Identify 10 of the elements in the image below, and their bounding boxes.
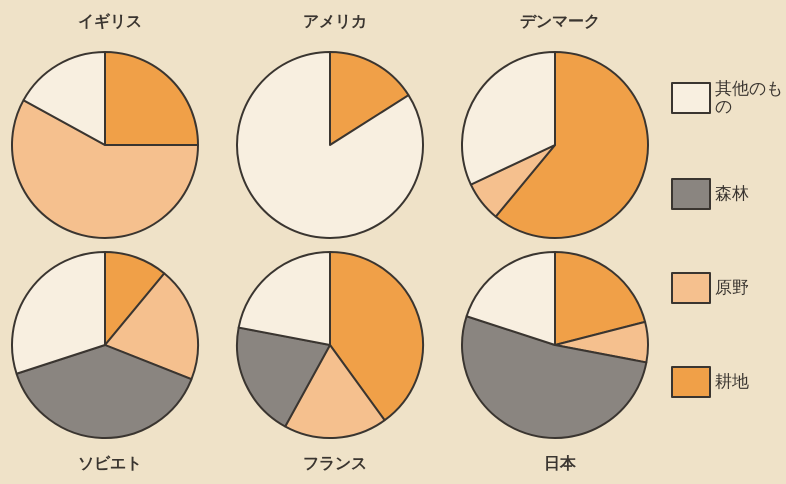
- slice-label: イギリス: [78, 12, 142, 30]
- legend-label: 森林: [715, 184, 749, 204]
- legend-label: 其他のもの: [715, 79, 783, 117]
- slice-label: アメリカ: [303, 12, 367, 30]
- slice-label: フランス: [303, 454, 367, 472]
- slice-label: 日本: [544, 454, 577, 472]
- legend-label: 原野: [715, 278, 749, 298]
- legend-label: 耕地: [715, 372, 749, 392]
- slice-label: ソビエト: [78, 454, 142, 472]
- slice-label: デンマーク: [520, 12, 600, 30]
